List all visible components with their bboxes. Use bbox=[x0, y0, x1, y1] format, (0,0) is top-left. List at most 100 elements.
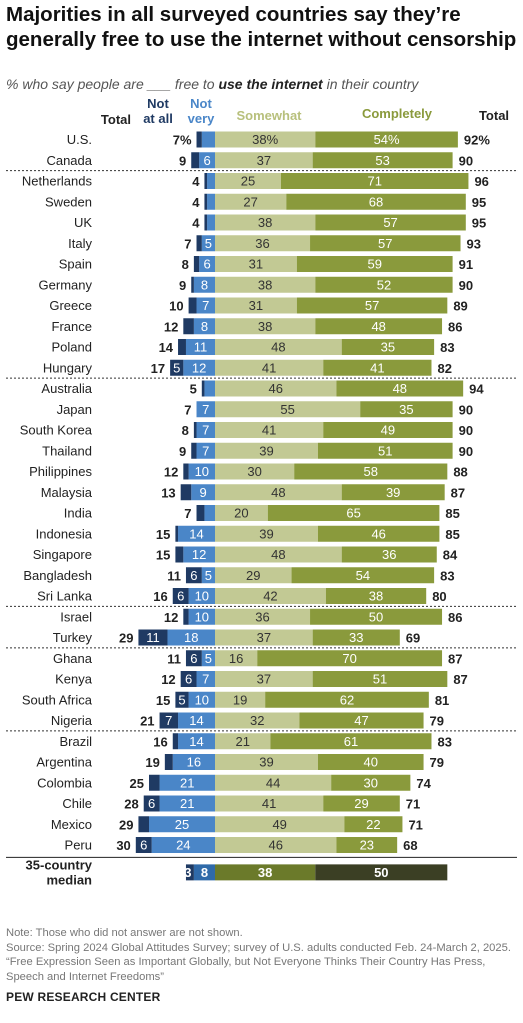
bar-not-at-all bbox=[175, 525, 179, 542]
label-completely: 57 bbox=[365, 298, 379, 313]
label-somewhat: 36 bbox=[255, 609, 269, 624]
label-somewhat: 38 bbox=[258, 319, 272, 334]
not-free-total: 16 bbox=[153, 589, 167, 604]
country-label: Nigeria bbox=[51, 713, 93, 728]
country-label: Thailand bbox=[42, 443, 92, 458]
not-free-total: 8 bbox=[182, 423, 189, 438]
label-not-at-all: 6 bbox=[140, 838, 147, 853]
bar-completely bbox=[270, 733, 432, 750]
not-free-total: 12 bbox=[164, 319, 178, 334]
label-somewhat: 20 bbox=[234, 506, 248, 521]
bar-not-at-all bbox=[183, 608, 189, 625]
median-label-line1: 35-country bbox=[26, 857, 93, 872]
bar-not-at-all bbox=[143, 795, 160, 812]
not-free-total: 11 bbox=[167, 651, 181, 666]
free-total: 86 bbox=[448, 610, 462, 625]
bar-completely bbox=[286, 193, 466, 210]
label-somewhat: 38% bbox=[252, 132, 278, 147]
free-total: 95 bbox=[472, 195, 486, 210]
label-not-at-all: 6 bbox=[185, 672, 192, 687]
label-somewhat: 37 bbox=[257, 672, 271, 687]
median-bar-not-very bbox=[193, 864, 215, 881]
free-total: 84 bbox=[443, 548, 458, 563]
free-total: 86 bbox=[448, 319, 462, 334]
not-free-total: 5 bbox=[190, 382, 197, 397]
bar-not-very bbox=[178, 733, 215, 750]
bar-somewhat bbox=[215, 774, 332, 791]
bar-completely bbox=[323, 359, 432, 376]
label-not-very: 5 bbox=[205, 651, 212, 666]
label-not-very: 25 bbox=[175, 817, 189, 832]
not-free-total: 15 bbox=[156, 527, 170, 542]
country-label: Greece bbox=[49, 298, 92, 313]
bar-somewhat bbox=[215, 380, 337, 397]
not-free-total: 7% bbox=[173, 133, 192, 148]
bar-completely bbox=[315, 131, 458, 148]
chart-notes: Note: Those who did not answer are not s… bbox=[6, 926, 518, 984]
country-label: India bbox=[64, 506, 93, 521]
free-total: 87 bbox=[448, 651, 462, 666]
bar-completely bbox=[317, 442, 453, 459]
bar-completely bbox=[296, 256, 453, 272]
free-total: 79 bbox=[430, 755, 444, 770]
label-not-very: 18 bbox=[184, 630, 198, 645]
label-completely: 39 bbox=[386, 485, 400, 500]
label-not-very: 7 bbox=[202, 672, 209, 687]
bar-not-at-all bbox=[188, 297, 197, 314]
not-free-total: 10 bbox=[169, 299, 183, 314]
source-text: Source: Spring 2024 Global Attitudes Sur… bbox=[6, 941, 511, 954]
bar-not-at-all bbox=[204, 173, 208, 189]
bar-completely bbox=[315, 318, 443, 335]
bar-not-at-all bbox=[149, 774, 160, 791]
not-free-total: 9 bbox=[179, 278, 186, 293]
label-completely: 51 bbox=[378, 443, 392, 458]
free-total: 71 bbox=[408, 817, 422, 832]
label-somewhat: 55 bbox=[280, 402, 294, 417]
median-label-line2: median bbox=[46, 872, 92, 887]
label-somewhat: 41 bbox=[262, 423, 276, 438]
label-completely: 33 bbox=[349, 630, 363, 645]
bar-not-very bbox=[159, 774, 215, 791]
bar-somewhat bbox=[215, 588, 326, 604]
label-somewhat: 36 bbox=[255, 236, 269, 251]
bar-not-at-all bbox=[204, 193, 208, 210]
country-label: Australia bbox=[41, 381, 92, 396]
label-completely: 57 bbox=[378, 236, 392, 251]
bar-not-at-all bbox=[138, 629, 168, 646]
bar-somewhat bbox=[215, 671, 313, 687]
label-not-very: 10 bbox=[195, 609, 209, 624]
label-completely: 57 bbox=[383, 215, 397, 230]
bar-not-very bbox=[201, 235, 215, 252]
header-not-at-all-line2: at all bbox=[143, 111, 173, 126]
bar-not-at-all bbox=[183, 463, 189, 480]
bar-not-at-all bbox=[201, 380, 205, 397]
bar-not-very bbox=[172, 754, 215, 770]
bar-not-very bbox=[196, 422, 215, 438]
label-completely: 47 bbox=[354, 713, 368, 728]
bar-somewhat bbox=[215, 339, 342, 355]
country-label: Argentina bbox=[36, 755, 92, 770]
label-completely: 49 bbox=[381, 423, 395, 438]
country-label: Brazil bbox=[59, 734, 92, 749]
label-somewhat: 29 bbox=[246, 568, 260, 583]
label-not-very: 7 bbox=[202, 298, 209, 313]
bar-not-very bbox=[193, 276, 215, 293]
label-completely: 59 bbox=[367, 257, 381, 272]
free-total: 89 bbox=[453, 299, 467, 314]
bar-not-very bbox=[201, 650, 215, 667]
country-label: Germany bbox=[39, 277, 93, 292]
bar-not-at-all bbox=[204, 214, 208, 231]
not-free-total: 4 bbox=[192, 174, 200, 189]
bar-somewhat bbox=[215, 297, 297, 314]
header-completely: Completely bbox=[362, 106, 433, 121]
not-free-total: 15 bbox=[156, 548, 170, 563]
header-somewhat: Somewhat bbox=[236, 108, 302, 123]
label-not-very: 10 bbox=[195, 692, 209, 707]
country-label: Japan bbox=[57, 402, 92, 417]
label-completely: 38 bbox=[369, 589, 383, 604]
bar-completely bbox=[281, 173, 469, 189]
bar-completely bbox=[312, 671, 448, 687]
label-not-very: 8 bbox=[201, 277, 208, 292]
bar-completely bbox=[291, 567, 435, 584]
